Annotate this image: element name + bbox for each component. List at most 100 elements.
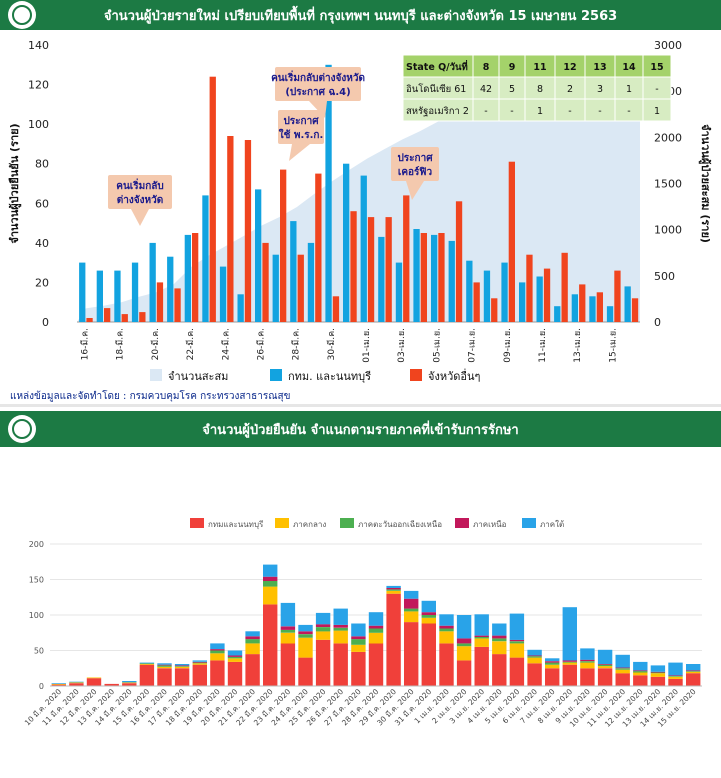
bar-other-provinces [297, 254, 304, 322]
stacked-bar-segment [263, 586, 278, 605]
bar-other-provinces [139, 312, 146, 322]
y-tick-label: 20 [35, 276, 49, 289]
bar-other-provinces [227, 136, 234, 322]
stacked-bar-segment [139, 664, 155, 686]
bar-other-provinces [543, 268, 551, 322]
callout-arrow [289, 144, 310, 161]
table-cell-text: - [655, 84, 658, 95]
stacked-bar-segment [492, 654, 507, 686]
bar-other-provinces [526, 254, 533, 322]
stacked-bar-segment [492, 623, 507, 636]
bar-other-provinces [121, 314, 128, 322]
stacked-bar-segment [650, 673, 666, 677]
stacked-bar-segment [439, 643, 454, 686]
y-axis-title: จำนวนผู้ป่วยยืนยัน (ราย) [8, 123, 22, 243]
x-tick-label: 11-เม.ย. [538, 328, 548, 363]
bar-bkk-nonthaburi [202, 195, 209, 322]
stacked-bar-segment [386, 590, 401, 594]
bar-bkk-nonthaburi [343, 163, 350, 322]
stacked-bar-segment [69, 683, 84, 686]
callout-box [275, 67, 361, 101]
stacked-bar-segment [580, 662, 595, 669]
stacked-bar-segment [245, 636, 260, 640]
bar-bkk-nonthaburi [184, 234, 191, 322]
stacked-bar-segment [545, 658, 560, 662]
stacked-bar-segment [562, 662, 577, 665]
legend-swatch [455, 518, 469, 528]
bottom-panel-header: จำนวนผู้ป่วยยืนยัน จำแนกตามรายภาคที่เข้า… [0, 411, 721, 447]
bar-other-provinces [473, 282, 480, 322]
x-tick-label: 09-เม.ย. [503, 328, 513, 363]
bar-bkk-nonthaburi [149, 242, 156, 322]
x-tick-label: 16-มี.ค. [80, 328, 91, 360]
y-tick-label: 100 [29, 611, 44, 620]
legend-swatch [410, 369, 422, 381]
table-cell-text: 13 [593, 62, 606, 73]
bar-bkk-nonthaburi [378, 236, 385, 322]
table-cell-text: 42 [480, 84, 492, 95]
y-tick-label: 140 [28, 39, 49, 52]
bar-other-provinces [209, 76, 216, 322]
y-tick-label: 120 [28, 79, 49, 92]
stacked-bar-segment [69, 682, 84, 684]
table-cell-text: 11 [533, 62, 546, 73]
bar-other-provinces [315, 173, 322, 322]
stacked-bar-segment [439, 614, 454, 626]
stacked-bar-segment [368, 643, 384, 686]
table-cell-text: - [627, 106, 630, 117]
stacked-bar-segment [263, 576, 278, 581]
top-panel-header: จำนวนผู้ป่วยรายใหม่ เปรียบเทียบพื้นที่ ก… [0, 0, 721, 30]
stacked-bar-segment [263, 580, 278, 587]
bar-bkk-nonthaburi [413, 229, 420, 322]
stacked-bar-segment [527, 663, 542, 686]
panel-divider [0, 404, 721, 407]
ministry-logo [8, 1, 36, 29]
stacked-bar-segment [633, 672, 648, 676]
stacked-bar-segment [650, 671, 666, 673]
y2-tick-label: 500 [654, 270, 675, 283]
stacked-bar-segment [686, 671, 701, 674]
stacked-bar-segment [404, 622, 419, 686]
callout-text: คนเริ่มกลับต่างจังหวัด [271, 70, 365, 84]
stacked-bar-segment [668, 676, 683, 679]
stacked-bar-segment [633, 675, 648, 686]
stacked-bar-segment [527, 655, 542, 657]
stacked-bar-segment [351, 636, 366, 640]
bar-bkk-nonthaburi [483, 270, 491, 322]
table-cell-text: - [510, 106, 513, 117]
table-cell-text: State Q/วันที่ [406, 59, 468, 73]
stacked-bar-segment [351, 651, 366, 686]
y2-axis-title: จำนวนผู้ป่วยสะสม (ราย) [698, 124, 712, 243]
bar-bkk-nonthaburi [606, 306, 614, 322]
stacked-bar-segment [509, 643, 525, 658]
bar-bkk-nonthaburi [360, 175, 367, 322]
stacked-bar-segment [580, 668, 595, 687]
y-tick-label: 100 [28, 118, 49, 131]
bar-bkk-nonthaburi [554, 306, 561, 322]
stacked-bar-segment [227, 650, 243, 656]
y-tick-label: 200 [29, 540, 44, 549]
stacked-bar-segment [315, 627, 331, 632]
x-tick-label: 15-เม.ย. [608, 328, 618, 363]
legend-label: ภาคกลาง [293, 520, 326, 529]
stacked-bar-segment [474, 638, 489, 647]
stacked-bar-segment [368, 628, 384, 633]
table-cell-text: 5 [509, 84, 515, 95]
stacked-bar-segment [562, 661, 577, 663]
stacked-bar-segment [633, 670, 648, 672]
stacked-bar-segment [597, 668, 613, 687]
legend-label: กทม. และนนทบุรี [288, 370, 371, 383]
x-tick-label: 20-มี.ค. [150, 328, 161, 360]
stacked-bar-segment [51, 683, 66, 684]
stacked-bar-segment [86, 678, 102, 686]
cumulative-area [77, 75, 640, 322]
bar-bkk-nonthaburi [325, 64, 332, 323]
stacked-bar-segment [333, 608, 348, 625]
bar-other-provinces [596, 292, 603, 322]
bar-bkk-nonthaburi [448, 240, 455, 322]
stacked-bar-segment [686, 671, 701, 672]
stacked-bar-segment [333, 624, 348, 628]
stacked-bar-segment [615, 673, 630, 686]
callout-box [391, 147, 439, 181]
stacked-bar-segment [597, 664, 613, 667]
